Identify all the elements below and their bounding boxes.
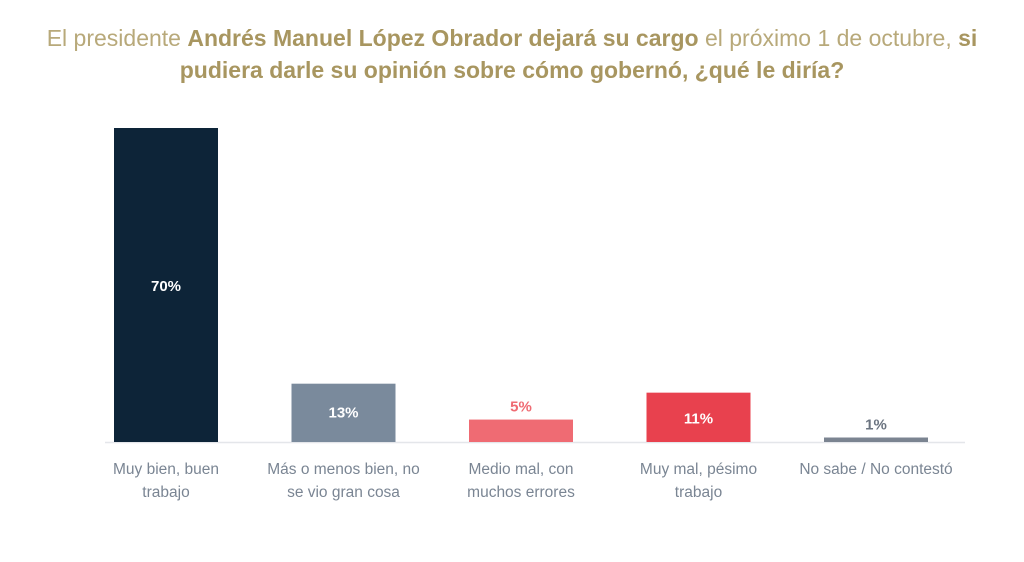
- title-part: el próximo 1 de octubre,: [698, 25, 959, 51]
- data-label-4: 11%: [684, 410, 713, 427]
- bar-1: [114, 128, 218, 442]
- bar-3: [469, 419, 573, 442]
- title-part: El presidente: [46, 25, 188, 51]
- title-part: Andrés Manuel López Obrador dejará su ca…: [187, 25, 699, 51]
- category-label-3: Medio mal, con muchos errores: [436, 458, 606, 504]
- category-label-2: Más o menos bien, no se vio gran cosa: [259, 458, 429, 504]
- category-label-line: Medio mal, con: [468, 461, 574, 478]
- data-label-1: 70%: [151, 278, 181, 295]
- category-label-line: Más o menos bien, no: [267, 461, 420, 478]
- category-label-1: Muy bien, buen trabajo: [81, 458, 251, 504]
- data-label-2: 13%: [328, 405, 358, 422]
- chart-title: El presidente Andrés Manuel López Obrado…: [40, 22, 984, 86]
- bar-5: [824, 437, 928, 442]
- data-label-3: 5%: [510, 399, 532, 416]
- category-label-line: se vio gran cosa: [287, 484, 400, 501]
- category-label-line: Muy mal, pésimo: [639, 461, 758, 478]
- category-label-4: Muy mal, pésimo trabajo: [614, 458, 784, 504]
- category-label-line: muchos errores: [467, 484, 575, 501]
- category-label-line: Muy bien, buen: [113, 461, 219, 478]
- bar-4: [646, 392, 751, 442]
- category-label-5: No sabe / No contestó: [791, 458, 961, 481]
- category-label-line: trabajo: [142, 484, 190, 501]
- category-label-line: No sabe / No contestó: [799, 461, 953, 478]
- title-part: si pudiera darle su opinión sobre cómo g…: [179, 25, 978, 83]
- category-label-line: trabajo: [674, 484, 723, 501]
- bar-2: [291, 383, 396, 442]
- data-label-5: 1%: [865, 417, 887, 434]
